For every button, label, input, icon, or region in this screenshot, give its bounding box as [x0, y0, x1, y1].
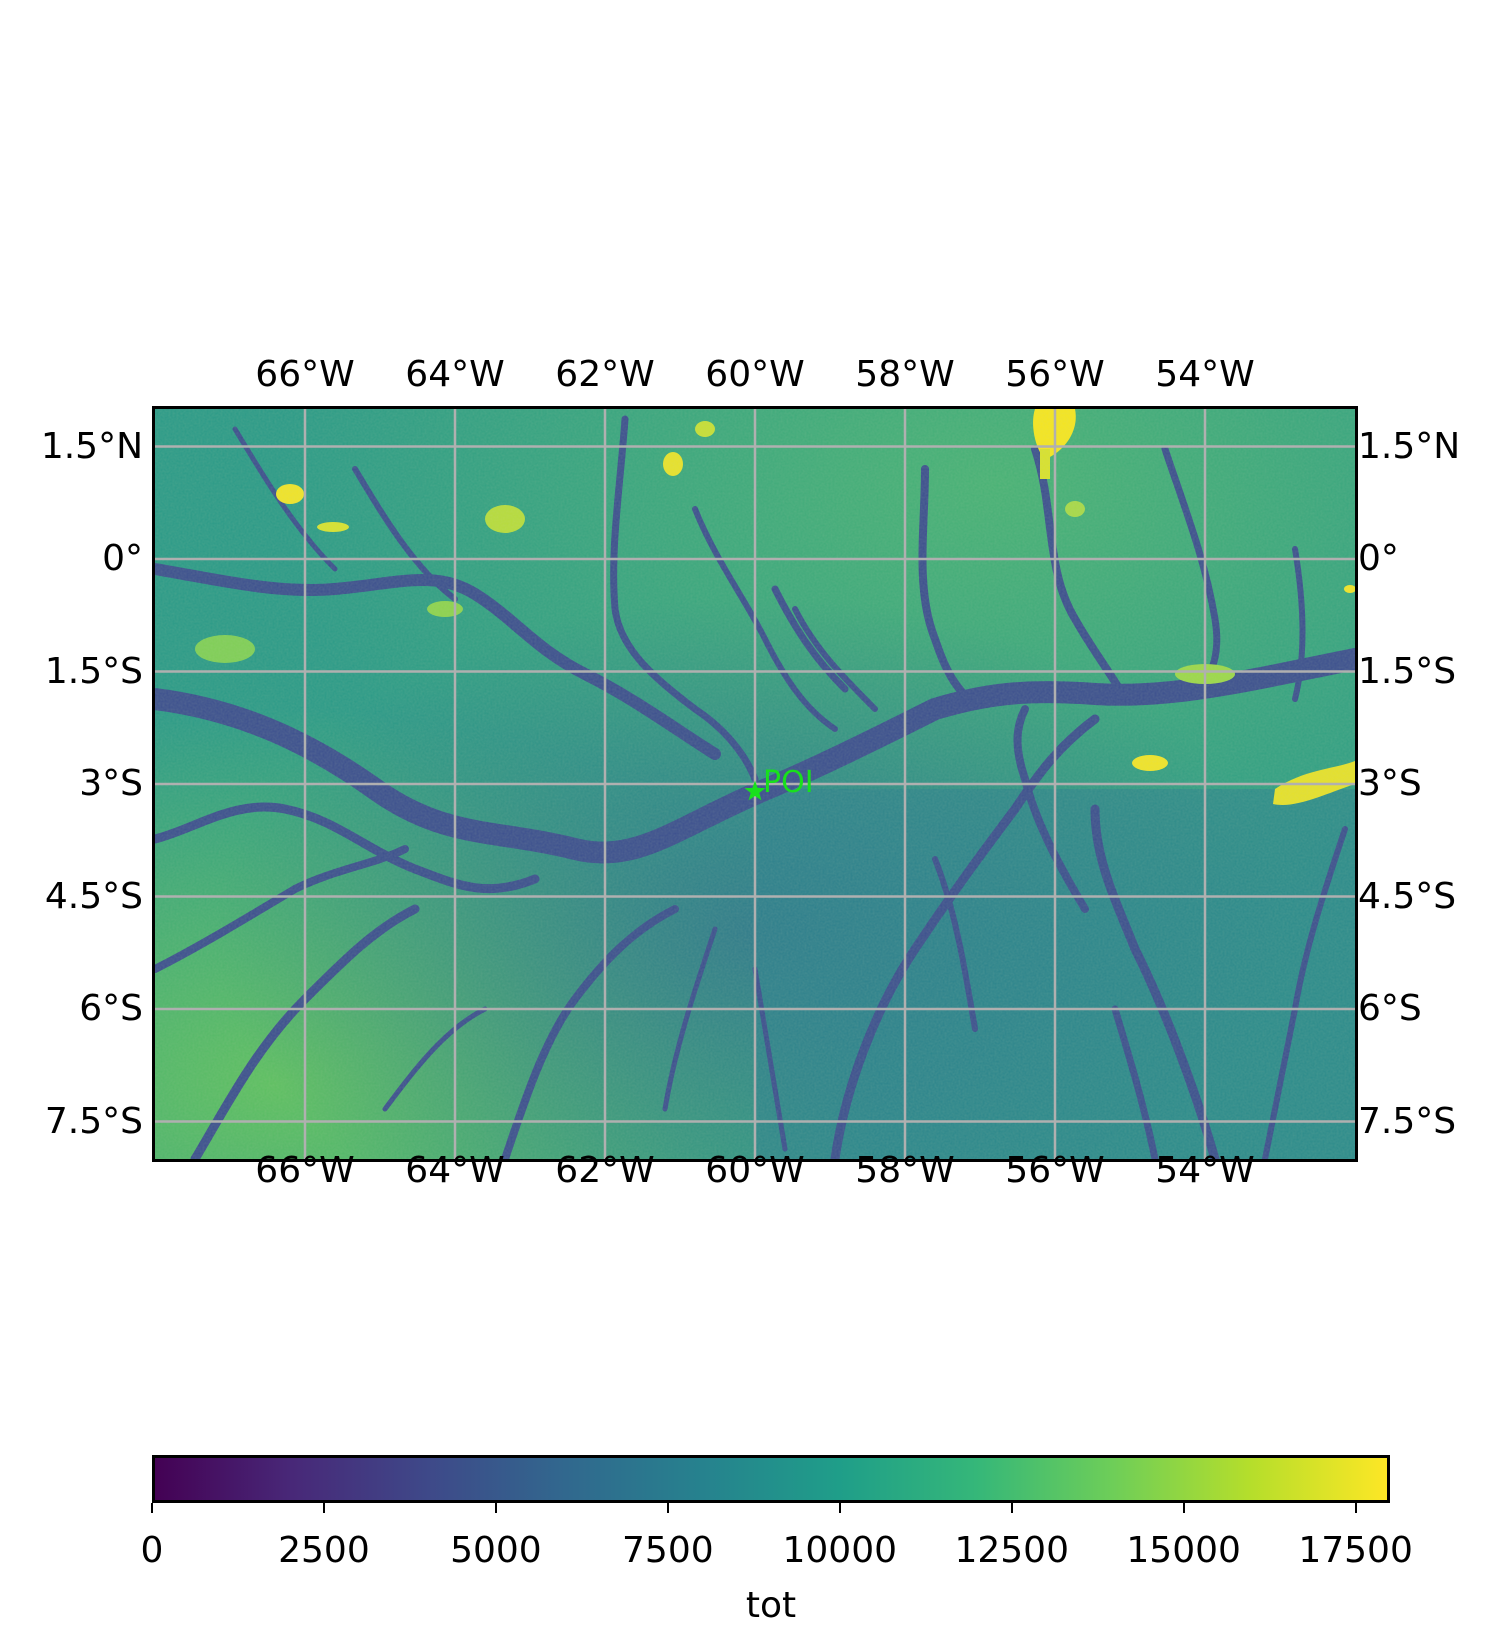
- latitude-label: 0°: [1358, 538, 1399, 579]
- latitude-label: 1.5°N: [1358, 425, 1461, 467]
- poi-marker: [744, 780, 766, 801]
- longitude-label: 66°W: [255, 354, 355, 395]
- longitude-label: 54°W: [1155, 1150, 1255, 1191]
- colorbar-tick-label: 10000: [782, 1530, 898, 1571]
- map-panel: POI: [152, 406, 1358, 1162]
- colorbar-tick: [666, 1503, 669, 1513]
- longitude-label: 56°W: [1005, 1150, 1105, 1191]
- colorbar-tick-label: 2500: [278, 1530, 370, 1571]
- longitude-label: 60°W: [705, 354, 805, 395]
- colorbar-tick-label: 15000: [1126, 1530, 1241, 1571]
- colorbar-tick-label: 17500: [1298, 1530, 1413, 1571]
- latitude-label: 6°S: [79, 988, 143, 1029]
- colorbar: [152, 1455, 1390, 1503]
- longitude-label: 54°W: [1155, 354, 1255, 395]
- longitude-label: 62°W: [555, 354, 655, 395]
- poi-label: POI: [763, 764, 814, 800]
- longitude-label: 58°W: [855, 354, 955, 395]
- latitude-label: 4.5°S: [44, 875, 143, 917]
- colorbar-tick: [1182, 1503, 1185, 1513]
- colorbar-tick-label: 5000: [450, 1530, 542, 1571]
- latitude-label: 4.5°S: [1358, 875, 1457, 917]
- latitude-label: 1.5°S: [1358, 650, 1457, 692]
- longitude-label: 56°W: [1005, 354, 1105, 395]
- latitude-label: 0°: [102, 538, 143, 579]
- latitude-label: 7.5°S: [44, 1100, 143, 1142]
- colorbar-tick: [322, 1503, 325, 1513]
- latitude-label: 3°S: [1358, 763, 1422, 804]
- longitude-label: 64°W: [405, 354, 505, 395]
- latitude-label: 3°S: [79, 763, 143, 804]
- longitude-label: 60°W: [705, 1150, 805, 1191]
- latitude-label: 1.5°S: [44, 650, 143, 692]
- longitude-label: 58°W: [855, 1150, 955, 1191]
- colorbar-tick: [1354, 1503, 1357, 1513]
- poi-star-icon: [744, 780, 766, 801]
- latitude-label: 7.5°S: [1358, 1100, 1457, 1142]
- colorbar-tick: [151, 1503, 153, 1513]
- colorbar-tick-label: 0: [140, 1530, 164, 1571]
- longitude-label: 62°W: [555, 1150, 655, 1191]
- longitude-label: 66°W: [255, 1150, 355, 1191]
- colorbar-tick: [494, 1503, 497, 1513]
- colorbar-tick: [1010, 1503, 1013, 1513]
- latitude-label: 6°S: [1358, 988, 1422, 1029]
- colorbar-tick: [838, 1503, 841, 1513]
- colorbar-tick-label: 7500: [622, 1530, 714, 1571]
- latitude-label: 1.5°N: [40, 425, 143, 467]
- raster-map: [155, 409, 1355, 1159]
- colorbar-tick-label: 12500: [954, 1530, 1069, 1571]
- colorbar-label: tot: [745, 1585, 797, 1626]
- longitude-label: 64°W: [405, 1150, 505, 1191]
